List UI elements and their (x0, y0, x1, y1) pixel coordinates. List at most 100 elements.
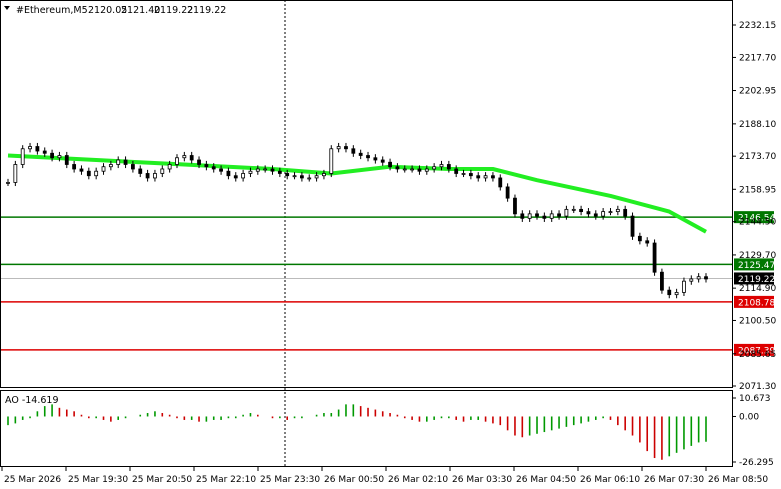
candle[interactable] (20, 145, 25, 169)
candle[interactable] (314, 172, 319, 182)
candle[interactable] (153, 169, 157, 182)
candle[interactable] (167, 160, 172, 173)
candle[interactable] (461, 169, 466, 178)
candle[interactable] (601, 208, 606, 220)
candle[interactable] (630, 212, 635, 240)
candle[interactable] (704, 273, 708, 283)
candle[interactable] (13, 160, 18, 187)
candle[interactable] (410, 165, 415, 173)
candle[interactable] (527, 210, 532, 222)
candle[interactable] (520, 210, 525, 222)
candle[interactable] (660, 268, 664, 294)
candle[interactable] (292, 172, 297, 180)
candle[interactable] (446, 160, 451, 173)
candle[interactable] (682, 277, 686, 297)
candle[interactable] (351, 145, 356, 157)
candle[interactable] (94, 167, 99, 180)
candle[interactable] (637, 232, 642, 245)
candle[interactable] (336, 142, 341, 153)
candle[interactable] (395, 163, 400, 173)
candle[interactable] (571, 205, 576, 213)
candle[interactable] (557, 210, 561, 220)
candle[interactable] (64, 151, 69, 169)
candle[interactable] (307, 174, 312, 182)
candle[interactable] (432, 163, 437, 173)
candle[interactable] (219, 165, 223, 175)
candle[interactable] (28, 142, 32, 153)
candle[interactable] (86, 167, 91, 180)
candle[interactable] (542, 212, 547, 222)
candle[interactable] (182, 151, 187, 162)
candle[interactable] (615, 205, 620, 216)
candle[interactable] (402, 165, 407, 173)
candle[interactable] (241, 169, 246, 182)
candle[interactable] (145, 169, 150, 182)
candle[interactable] (380, 156, 385, 166)
candle[interactable] (6, 178, 10, 187)
candle[interactable] (255, 165, 260, 175)
candle[interactable] (233, 172, 238, 182)
candle[interactable] (101, 163, 106, 175)
candle[interactable] (549, 210, 554, 222)
candle[interactable] (667, 286, 672, 299)
candle[interactable] (689, 275, 694, 285)
candle[interactable] (204, 160, 209, 171)
price-panel[interactable] (0, 0, 733, 388)
candle[interactable] (138, 165, 143, 178)
candle[interactable] (160, 165, 165, 178)
candle[interactable] (123, 156, 128, 169)
candle[interactable] (299, 172, 304, 182)
dropdown-triangle-icon[interactable] (4, 6, 10, 10)
candle[interactable] (79, 165, 84, 175)
candle[interactable] (623, 205, 628, 220)
candle[interactable] (248, 167, 253, 178)
candle[interactable] (468, 169, 473, 180)
candle[interactable] (674, 288, 679, 299)
candle[interactable] (116, 156, 121, 169)
candle[interactable] (72, 160, 77, 173)
candle[interactable] (373, 154, 378, 164)
candle[interactable] (263, 165, 268, 173)
candle[interactable] (645, 237, 650, 247)
candle[interactable] (270, 165, 275, 175)
candle[interactable] (329, 145, 334, 178)
candle[interactable] (211, 163, 216, 173)
candle[interactable] (491, 172, 495, 182)
candle[interactable] (579, 205, 583, 216)
candle[interactable] (108, 160, 113, 171)
candle[interactable] (696, 273, 701, 283)
candle[interactable] (226, 167, 231, 180)
candle[interactable] (131, 160, 135, 173)
candle[interactable] (586, 208, 591, 218)
candle[interactable] (652, 239, 657, 276)
candle[interactable] (35, 142, 40, 155)
candle[interactable] (498, 174, 503, 191)
candle[interactable] (505, 183, 510, 202)
candle[interactable] (57, 151, 62, 162)
candle[interactable] (175, 154, 179, 169)
candle[interactable] (417, 165, 422, 175)
candle[interactable] (454, 165, 459, 178)
candle[interactable] (439, 160, 444, 171)
candle[interactable] (608, 208, 613, 216)
candle[interactable] (197, 156, 201, 169)
candle[interactable] (483, 172, 488, 182)
candle[interactable] (50, 149, 54, 162)
candle[interactable] (322, 169, 326, 180)
candle[interactable] (277, 167, 282, 178)
candle[interactable] (564, 205, 569, 220)
candle[interactable] (476, 172, 481, 182)
candle[interactable] (366, 151, 370, 162)
candle[interactable] (424, 165, 429, 175)
candle[interactable] (344, 142, 348, 153)
ao-panel[interactable] (0, 390, 733, 467)
candle[interactable] (388, 158, 392, 171)
candle[interactable] (513, 194, 517, 218)
candle[interactable] (189, 151, 194, 164)
candle[interactable] (42, 147, 47, 157)
candle[interactable] (285, 169, 290, 180)
candle[interactable] (535, 210, 539, 220)
candle[interactable] (593, 210, 598, 220)
candle[interactable] (358, 149, 363, 160)
